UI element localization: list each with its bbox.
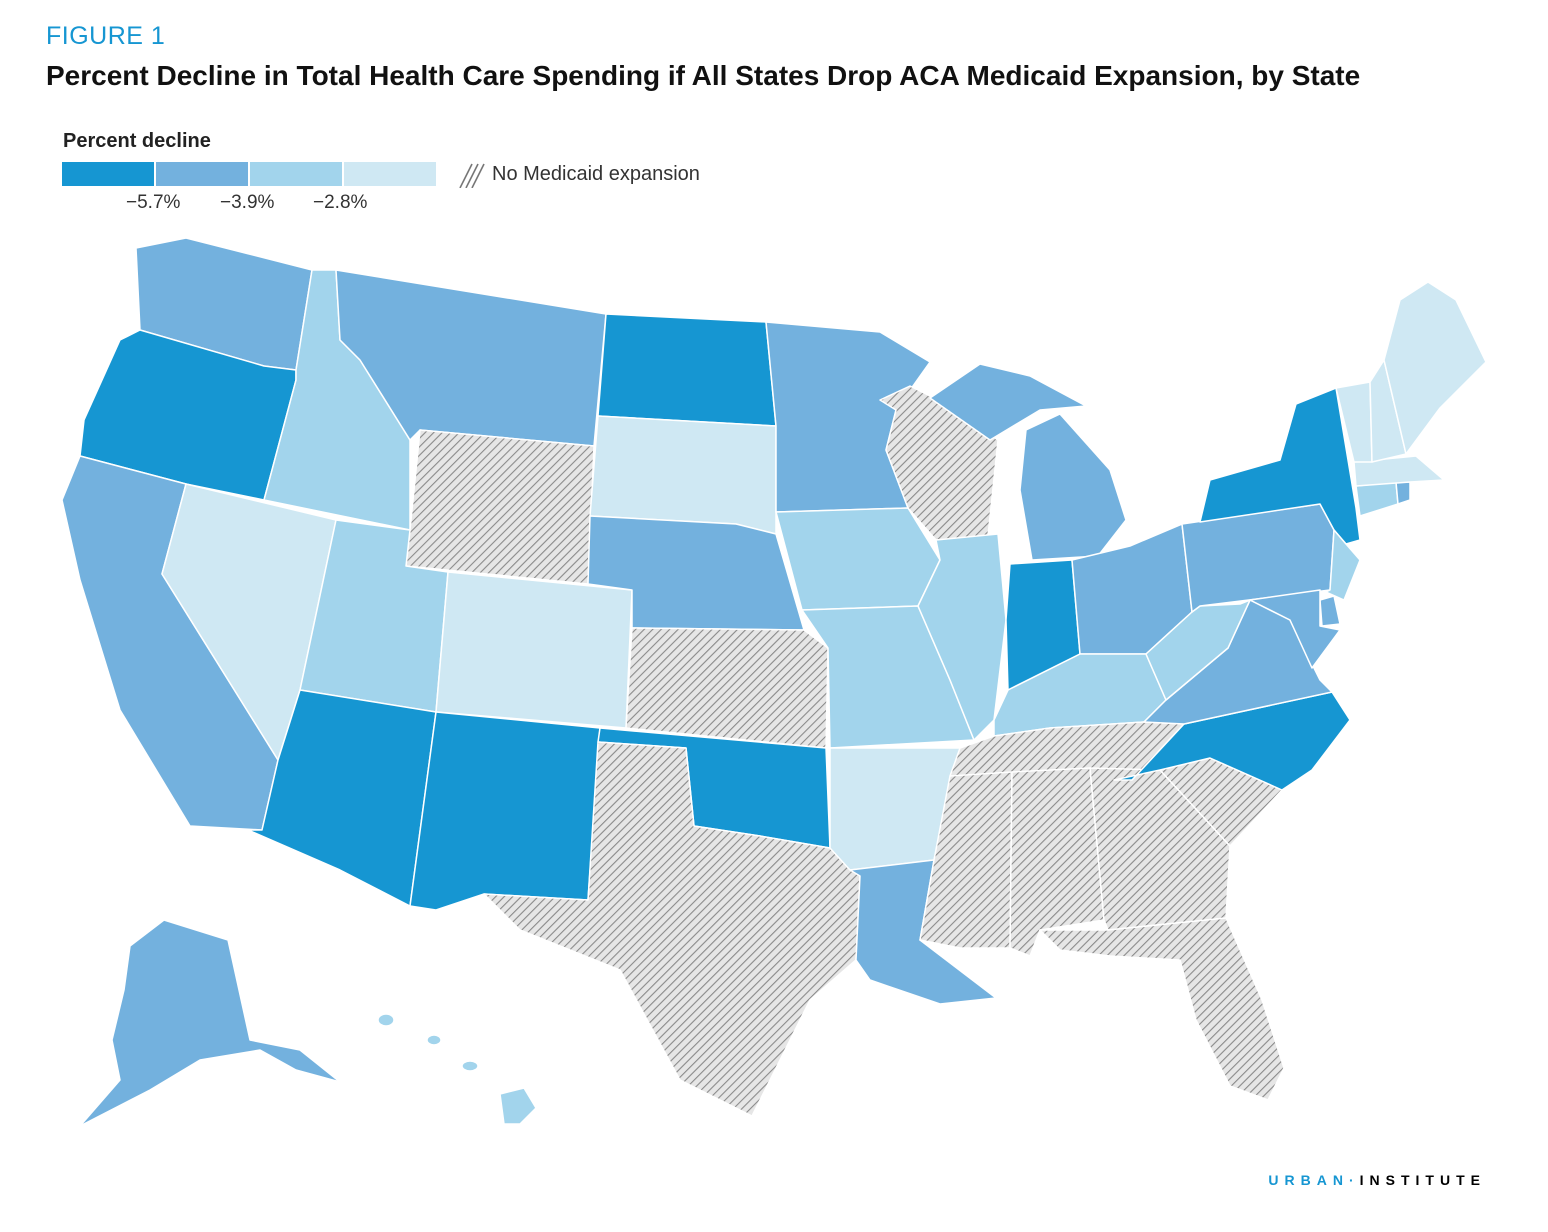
- state-ak: [79, 919, 341, 1127]
- legend-tick-1: −5.7%: [126, 192, 181, 213]
- state-il: [917, 533, 1007, 741]
- state-hi: [499, 1087, 537, 1125]
- state-ma: [1353, 455, 1445, 487]
- state-mi-upper: [929, 363, 1087, 441]
- state-al: [1009, 767, 1105, 957]
- legend-swatch-4: [344, 162, 436, 186]
- legend-tick-3: −2.8%: [313, 192, 368, 213]
- hatch-key-icon: [459, 163, 485, 188]
- state-ny: [1199, 387, 1361, 545]
- state-sd: [589, 415, 777, 535]
- no-expansion-label: No Medicaid expansion: [492, 163, 700, 185]
- legend-title: Percent decline: [63, 130, 211, 152]
- urban-institute-logo: URBAN·INSTITUTE: [1268, 1172, 1486, 1188]
- legend-swatch-3: [250, 162, 342, 186]
- state-ri: [1395, 481, 1411, 505]
- state-co: [435, 571, 633, 729]
- state-hi-islet-3: [461, 1060, 479, 1072]
- state-nj: [1325, 529, 1361, 601]
- legend-tick-2: −3.9%: [220, 192, 275, 213]
- state-wy: [405, 429, 595, 585]
- state-ia: [775, 507, 941, 611]
- state-fl: [1039, 917, 1285, 1101]
- state-ks: [625, 627, 829, 749]
- legend-scale: [62, 162, 438, 186]
- state-or: [79, 329, 297, 501]
- state-nc: [1113, 691, 1351, 791]
- figure-title: Percent Decline in Total Health Care Spe…: [46, 60, 1361, 91]
- state-ct: [1355, 481, 1399, 517]
- legend-swatch-2: [156, 162, 248, 186]
- legend-swatch-1: [62, 162, 154, 186]
- state-nm: [409, 711, 601, 911]
- state-de: [1319, 595, 1341, 627]
- state-tx: [483, 741, 861, 1117]
- state-mi-lower: [1019, 413, 1127, 561]
- figure-label: FIGURE 1: [46, 22, 166, 50]
- state-hi-islet-2: [426, 1034, 442, 1046]
- state-md: [1249, 589, 1341, 669]
- state-me: [1383, 281, 1487, 455]
- state-hi-islet-1: [377, 1013, 395, 1027]
- state-nd: [597, 313, 777, 427]
